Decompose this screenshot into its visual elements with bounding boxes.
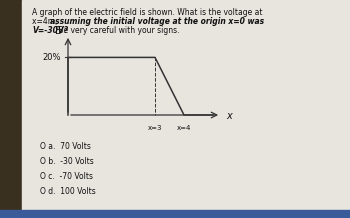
Text: E: E — [55, 26, 61, 36]
Text: O d.  100 Volts: O d. 100 Volts — [40, 187, 96, 196]
Text: x=3: x=3 — [148, 125, 162, 131]
Text: V=-30V?: V=-30V? — [32, 26, 68, 35]
Text: assuming the initial voltage at the origin x=0 was: assuming the initial voltage at the orig… — [50, 17, 264, 26]
Text: x: x — [226, 111, 232, 121]
Text: 20%: 20% — [43, 53, 61, 62]
Text: x=4m,: x=4m, — [32, 17, 60, 26]
Bar — [0, 0, 22, 218]
Text: O c.  -70 Volts: O c. -70 Volts — [40, 172, 93, 181]
Text: O b.  -30 Volts: O b. -30 Volts — [40, 157, 94, 166]
Text: O a.  70 Volts: O a. 70 Volts — [40, 142, 91, 151]
Bar — [0, 210, 350, 218]
Text: Be very careful with your signs.: Be very careful with your signs. — [56, 26, 180, 35]
Text: x=4: x=4 — [177, 125, 191, 131]
Text: A graph of the electric field is shown. What is the voltage at: A graph of the electric field is shown. … — [32, 8, 262, 17]
